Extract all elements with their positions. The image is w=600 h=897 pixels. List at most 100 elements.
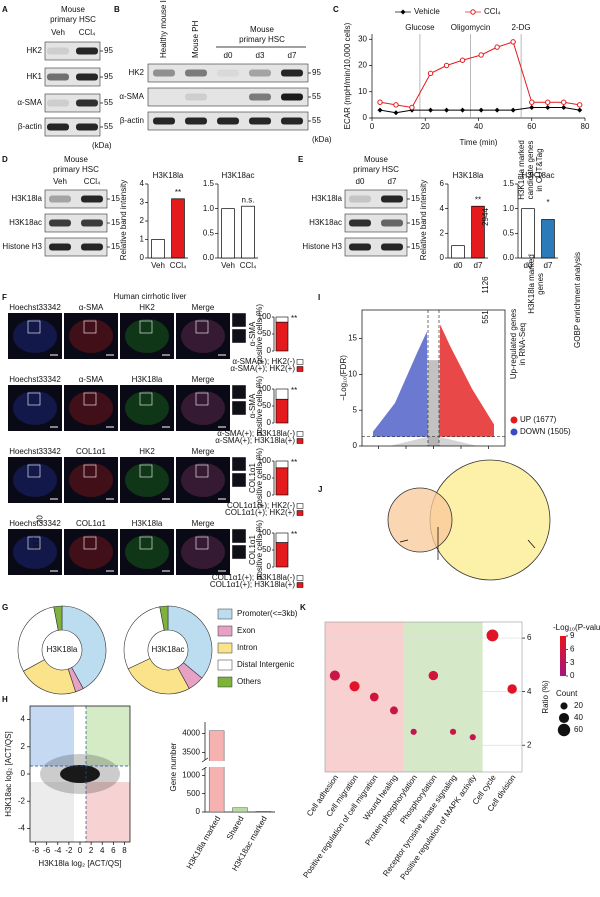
blot-band [249, 69, 271, 77]
marker-label: 95 [312, 68, 321, 77]
region [30, 706, 74, 766]
legend-label: 20 [574, 701, 583, 710]
blot-band [81, 243, 103, 251]
point [444, 107, 450, 113]
inset [231, 312, 247, 328]
legend-swatch [296, 510, 304, 516]
x-tick-label: Veh [151, 261, 165, 270]
header: primary HSC [53, 165, 99, 174]
point [507, 684, 517, 694]
y-tick-label: 1.0 [503, 204, 515, 213]
micrograph [8, 385, 62, 431]
point [529, 99, 535, 105]
header: primary HSC [239, 35, 285, 44]
lane-label: d0 [356, 177, 365, 186]
legend-swatch [217, 608, 233, 620]
legend-label: Intron [237, 643, 257, 652]
micrograph [64, 529, 118, 575]
blot-band [49, 243, 71, 251]
bar-segment [275, 460, 289, 469]
bar [221, 208, 235, 259]
micrograph-signal [13, 463, 57, 497]
donut-label: H3K18la [47, 645, 78, 654]
y-tick-label: 4 [21, 715, 26, 724]
legend-label: α-SMA(+); HK2(+) [230, 364, 295, 373]
lane-label: d7 [388, 177, 397, 186]
marker-label: 55 [104, 122, 113, 131]
channel-label: Hoechst33342 [9, 519, 61, 528]
chart-title: GOBP enrichment analysis [573, 252, 582, 348]
y-axis-label: COL1α1 [248, 534, 257, 565]
roi-box [27, 320, 41, 334]
micrograph-signal [125, 463, 169, 497]
blot-band [249, 117, 271, 125]
protein-label: β-actin [120, 116, 144, 125]
donut-slice [167, 605, 213, 679]
legend-label: 60 [574, 725, 583, 734]
channel-label: Hoechst33342 [9, 375, 61, 384]
y-tick-label: 2 [21, 742, 26, 751]
blot-band [47, 99, 69, 107]
blot-band [76, 73, 98, 81]
blot-band [217, 117, 239, 125]
blot-band [49, 219, 71, 227]
point [561, 105, 567, 110]
x-tick-label: 0 [78, 846, 83, 855]
legend-label: Vehicle [414, 7, 440, 16]
x-tick-label: 6 [111, 846, 116, 855]
y-axis-label: positive cells (%) [255, 304, 264, 364]
y-tick-label: 50 [262, 473, 271, 482]
x-axis-label: H3K18la log₂ [ACT/QS] [38, 859, 121, 868]
micrograph [120, 313, 174, 359]
blot-band [76, 47, 98, 55]
y-tick-label: -4 [18, 824, 26, 833]
header: primary HSC [353, 165, 399, 174]
marker-label: 15 [411, 242, 420, 251]
plot-frame [324, 621, 523, 773]
lane-label: CCl₄ [84, 177, 101, 186]
region [30, 782, 74, 842]
y-axis-label: H3K18ac log₂ [ACT/QS] [4, 731, 13, 816]
y-tick-label: 1.0 [203, 204, 215, 213]
point [460, 107, 466, 113]
blot-band [76, 99, 98, 107]
y-tick-label: 1 [140, 235, 145, 244]
donut-slice [61, 605, 107, 689]
micrograph [176, 457, 230, 503]
y-tick-label: 3 [140, 198, 145, 207]
legend-title: Count [556, 689, 578, 698]
x-axis-label: Time (min) [460, 138, 498, 147]
legend-label: 6 [570, 644, 575, 653]
header: Mouse [61, 5, 86, 14]
panel-label: D [2, 155, 8, 164]
y-tick-label: 0 [363, 113, 368, 122]
point [349, 681, 360, 692]
roi-box [195, 392, 209, 406]
header: Mouse [64, 155, 89, 164]
x-tick-label: 2 [89, 846, 94, 855]
roi-box [139, 464, 153, 478]
legend-swatch [296, 366, 304, 372]
y-tick-label: 0 [440, 253, 445, 262]
region [86, 782, 130, 842]
blot-band [381, 243, 403, 251]
bar-segment [275, 467, 289, 496]
roi-box [83, 392, 97, 406]
inset [231, 328, 247, 344]
significance: ** [291, 314, 297, 323]
legend-swatch [296, 359, 304, 365]
micrograph-signal [125, 535, 169, 569]
micrograph [120, 385, 174, 431]
venn-label: in RNA-Seq [518, 323, 527, 365]
injection-label: 2-DG [512, 23, 531, 32]
roi-box [27, 392, 41, 406]
channel-label: COL1α1 [76, 447, 107, 456]
venn-count: 1126 [481, 276, 490, 294]
venn-label: candidate genes [526, 141, 535, 200]
lane-label: d3 [256, 51, 265, 60]
panel-label: C [333, 5, 339, 14]
lane-label: Mouse PH [191, 20, 200, 58]
point [369, 692, 379, 702]
blot-band [349, 195, 371, 203]
